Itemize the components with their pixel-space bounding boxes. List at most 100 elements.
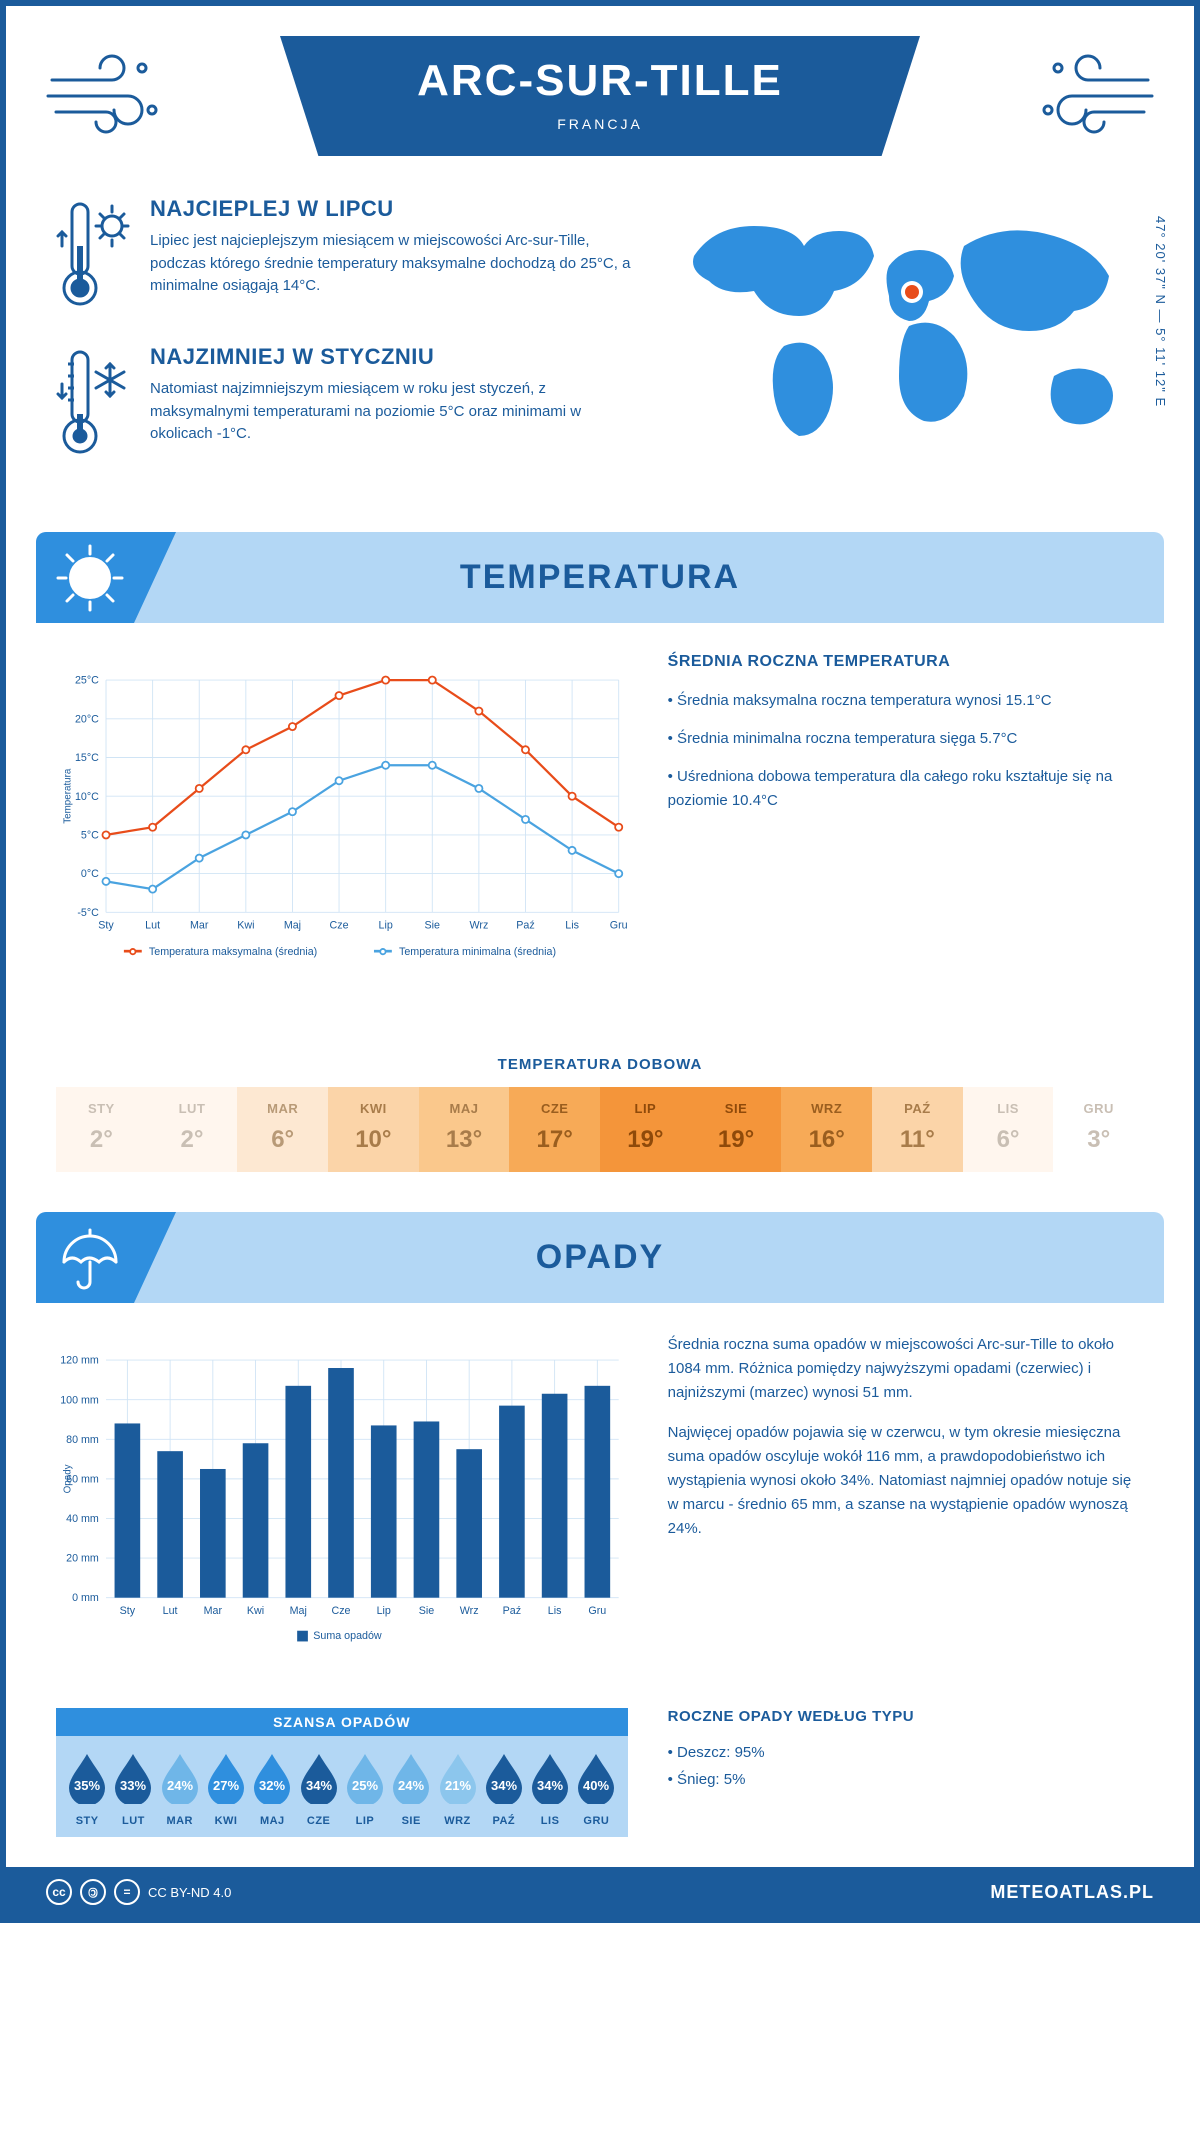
city-title: ARC-SUR-TILLE xyxy=(340,56,860,106)
svg-text:40%: 40% xyxy=(583,1778,609,1793)
coordinates-label: 47° 20' 37" N — 5° 11' 12" E xyxy=(1153,216,1168,407)
svg-text:40 mm: 40 mm xyxy=(66,1513,99,1525)
umbrella-icon xyxy=(54,1222,126,1294)
footer-license: cc 🄯 = CC BY-ND 4.0 xyxy=(46,1879,231,1905)
svg-text:Kwi: Kwi xyxy=(247,1605,264,1617)
chance-drop: 33% LUT xyxy=(111,1750,155,1827)
fact-hottest-title: NAJCIEPLEJ W LIPCU xyxy=(150,196,634,222)
svg-text:27%: 27% xyxy=(213,1778,239,1793)
footer-brand: METEOATLAS.PL xyxy=(990,1882,1154,1903)
fact-hottest: NAJCIEPLEJ W LIPCU Lipiec jest najcieple… xyxy=(56,196,634,316)
thermometer-sun-icon xyxy=(56,196,132,316)
svg-text:Paź: Paź xyxy=(516,919,534,931)
svg-text:34%: 34% xyxy=(491,1778,517,1793)
svg-text:Wrz: Wrz xyxy=(460,1605,479,1617)
svg-text:24%: 24% xyxy=(398,1778,424,1793)
chance-row: SZANSA OPADÓW 35% STY 33% LUT 24% MAR 27… xyxy=(56,1708,1144,1837)
precip-summary-p2: Najwięcej opadów pojawia się w czerwcu, … xyxy=(668,1421,1144,1541)
chance-strip: 35% STY 33% LUT 24% MAR 27% KWI 32% MAJ xyxy=(56,1736,628,1837)
svg-text:5°C: 5°C xyxy=(81,829,99,841)
chance-drop: 34% PAŹ xyxy=(482,1750,526,1827)
precip-summary-p1: Średnia roczna suma opadów w miejscowośc… xyxy=(668,1333,1144,1405)
temperature-chart: -5°C0°C5°C10°C15°C20°C25°CStyLutMarKwiMa… xyxy=(56,653,628,998)
chance-drop: 34% LIS xyxy=(528,1750,572,1827)
temp-summary-b1: • Średnia maksymalna roczna temperatura … xyxy=(668,689,1144,713)
daily-cell: PAŹ11° xyxy=(872,1087,963,1172)
svg-text:Gru: Gru xyxy=(610,919,628,931)
daily-cell: SIE19° xyxy=(691,1087,782,1172)
svg-text:Cze: Cze xyxy=(331,1605,350,1617)
daily-cell: LIS6° xyxy=(963,1087,1054,1172)
license-text: CC BY-ND 4.0 xyxy=(148,1885,231,1900)
svg-text:Lis: Lis xyxy=(548,1605,562,1617)
chance-drop: 25% LIP xyxy=(343,1750,387,1827)
svg-text:Sie: Sie xyxy=(419,1605,435,1617)
temperature-section-title: TEMPERATURA xyxy=(36,558,1164,597)
svg-text:25%: 25% xyxy=(352,1778,378,1793)
svg-text:Temperatura maksymalna (średni: Temperatura maksymalna (średnia) xyxy=(149,946,317,958)
temp-summary-b2: • Średnia minimalna roczna temperatura s… xyxy=(668,727,1144,751)
chance-drop: 21% WRZ xyxy=(436,1750,480,1827)
temperature-summary: ŚREDNIA ROCZNA TEMPERATURA • Średnia mak… xyxy=(668,653,1144,998)
precipitation-content: 0 mm20 mm40 mm60 mm80 mm100 mm120 mmStyL… xyxy=(6,1333,1194,1698)
temp-summary-b3: • Uśredniona dobowa temperatura dla całe… xyxy=(668,765,1144,813)
precip-by-type-title: ROCZNE OPADY WEDŁUG TYPU xyxy=(668,1708,1144,1725)
intro-section: NAJCIEPLEJ W LIPCU Lipiec jest najcieple… xyxy=(6,176,1194,522)
chance-panel: SZANSA OPADÓW 35% STY 33% LUT 24% MAR 27… xyxy=(56,1708,628,1837)
svg-text:34%: 34% xyxy=(306,1778,332,1793)
by-icon: 🄯 xyxy=(80,1879,106,1905)
thermometer-snow-icon xyxy=(56,344,132,464)
cc-icon: cc xyxy=(46,1879,72,1905)
daily-temp-title: TEMPERATURA DOBOWA xyxy=(6,1056,1194,1073)
chance-drop: 27% KWI xyxy=(204,1750,248,1827)
daily-cell: KWI10° xyxy=(328,1087,419,1172)
svg-text:80 mm: 80 mm xyxy=(66,1434,99,1446)
svg-text:32%: 32% xyxy=(259,1778,285,1793)
chance-drop: 34% CZE xyxy=(297,1750,341,1827)
svg-text:Lut: Lut xyxy=(145,919,160,931)
country-subtitle: FRANCJA xyxy=(340,116,860,132)
svg-text:Sty: Sty xyxy=(98,919,114,931)
svg-text:Opady: Opady xyxy=(62,1464,73,1493)
precip-by-type-l2: • Śnieg: 5% xyxy=(668,1766,1144,1793)
intro-map-wrap: 47° 20' 37" N — 5° 11' 12" E xyxy=(664,196,1144,492)
svg-text:20 mm: 20 mm xyxy=(66,1553,99,1565)
svg-text:Suma opadów: Suma opadów xyxy=(313,1630,382,1642)
infographic-page: ARC-SUR-TILLE FRANCJA xyxy=(0,0,1200,1923)
fact-hottest-body: NAJCIEPLEJ W LIPCU Lipiec jest najcieple… xyxy=(150,196,634,316)
chance-drop: 24% MAR xyxy=(158,1750,202,1827)
daily-cell: MAR6° xyxy=(237,1087,328,1172)
svg-text:Lip: Lip xyxy=(379,919,393,931)
svg-text:Lis: Lis xyxy=(565,919,579,931)
header: ARC-SUR-TILLE FRANCJA xyxy=(6,6,1194,176)
fact-coldest-body: NAJZIMNIEJ W STYCZNIU Natomiast najzimni… xyxy=(150,344,634,464)
chance-drop: 35% STY xyxy=(65,1750,109,1827)
svg-text:0 mm: 0 mm xyxy=(72,1592,99,1604)
svg-text:35%: 35% xyxy=(74,1778,100,1793)
precipitation-summary: Średnia roczna suma opadów w miejscowośc… xyxy=(668,1333,1144,1678)
svg-text:Gru: Gru xyxy=(588,1605,606,1617)
fact-coldest-text: Natomiast najzimniejszym miesiącem w rok… xyxy=(150,378,634,446)
svg-text:25°C: 25°C xyxy=(75,675,99,687)
footer: cc 🄯 = CC BY-ND 4.0 METEOATLAS.PL xyxy=(6,1867,1194,1917)
svg-text:33%: 33% xyxy=(120,1778,146,1793)
svg-text:-5°C: -5°C xyxy=(77,907,99,919)
svg-text:Temperatura minimalna (średnia: Temperatura minimalna (średnia) xyxy=(399,946,556,958)
fact-coldest: NAJZIMNIEJ W STYCZNIU Natomiast najzimni… xyxy=(56,344,634,464)
chance-title: SZANSA OPADÓW xyxy=(56,1708,628,1736)
svg-text:Lut: Lut xyxy=(163,1605,178,1617)
svg-text:Paź: Paź xyxy=(503,1605,521,1617)
precipitation-banner: OPADY xyxy=(36,1212,1164,1303)
svg-text:Cze: Cze xyxy=(330,919,349,931)
title-ribbon: ARC-SUR-TILLE FRANCJA xyxy=(280,36,920,156)
svg-text:10°C: 10°C xyxy=(75,791,99,803)
svg-text:Mar: Mar xyxy=(204,1605,223,1617)
svg-text:Temperatura: Temperatura xyxy=(62,768,73,824)
svg-text:15°C: 15°C xyxy=(75,752,99,764)
temperature-content: -5°C0°C5°C10°C15°C20°C25°CStyLutMarKwiMa… xyxy=(6,653,1194,1028)
svg-text:Kwi: Kwi xyxy=(237,919,254,931)
temp-summary-title: ŚREDNIA ROCZNA TEMPERATURA xyxy=(668,653,1144,671)
fact-hottest-text: Lipiec jest najcieplejszym miesiącem w m… xyxy=(150,230,634,298)
svg-text:Maj: Maj xyxy=(284,919,301,931)
daily-cell: GRU3° xyxy=(1053,1087,1144,1172)
